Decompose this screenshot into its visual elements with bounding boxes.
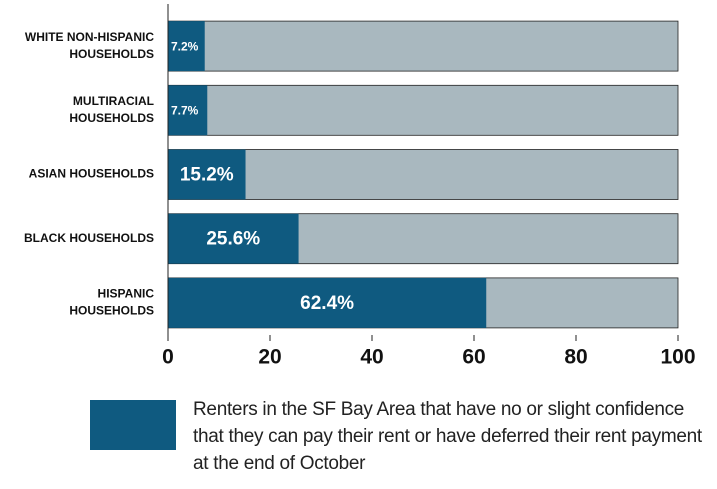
y-tick-label: HISPANIC [98,287,155,301]
y-tick-label: ASIAN HOUSEHOLDS [29,167,154,181]
y-tick-label: WHITE NON-HISPANIC [25,30,154,44]
legend-label: Renters in the SF Bay Area that have no … [193,399,702,474]
y-tick-label: HOUSEHOLDS [69,304,154,318]
value-label: 7.2% [171,39,199,53]
bar [168,277,487,328]
x-tick-label: 40 [360,346,383,369]
x-tick-label: 100 [660,346,695,369]
y-tick-label: HOUSEHOLDS [69,111,154,125]
value-label: 25.6% [206,229,260,250]
value-label: 62.4% [300,293,354,314]
bar-track [167,84,679,136]
y-tick-label: BLACK HOUSEHOLDS [24,231,154,245]
y-tick-label: HOUSEHOLDS [69,47,154,61]
bar-track [167,149,679,200]
bar [168,85,208,136]
bar [168,21,205,72]
x-tick-label: 60 [462,346,485,369]
x-tick-label: 0 [162,346,174,369]
y-tick-label: MULTIRACIAL [73,94,154,108]
value-label: 15.2% [180,165,234,186]
bar [168,213,299,264]
chart: 7.2% WHITE NON-HISPANIC HOUSEHOLDS 7.7% MULT… [24,4,696,369]
bar [168,149,246,200]
x-tick-label: 80 [564,346,587,369]
bar-track [167,20,679,72]
x-tick-label: 20 [258,346,281,369]
legend-swatch [90,400,176,450]
value-label: 7.7% [171,103,199,117]
